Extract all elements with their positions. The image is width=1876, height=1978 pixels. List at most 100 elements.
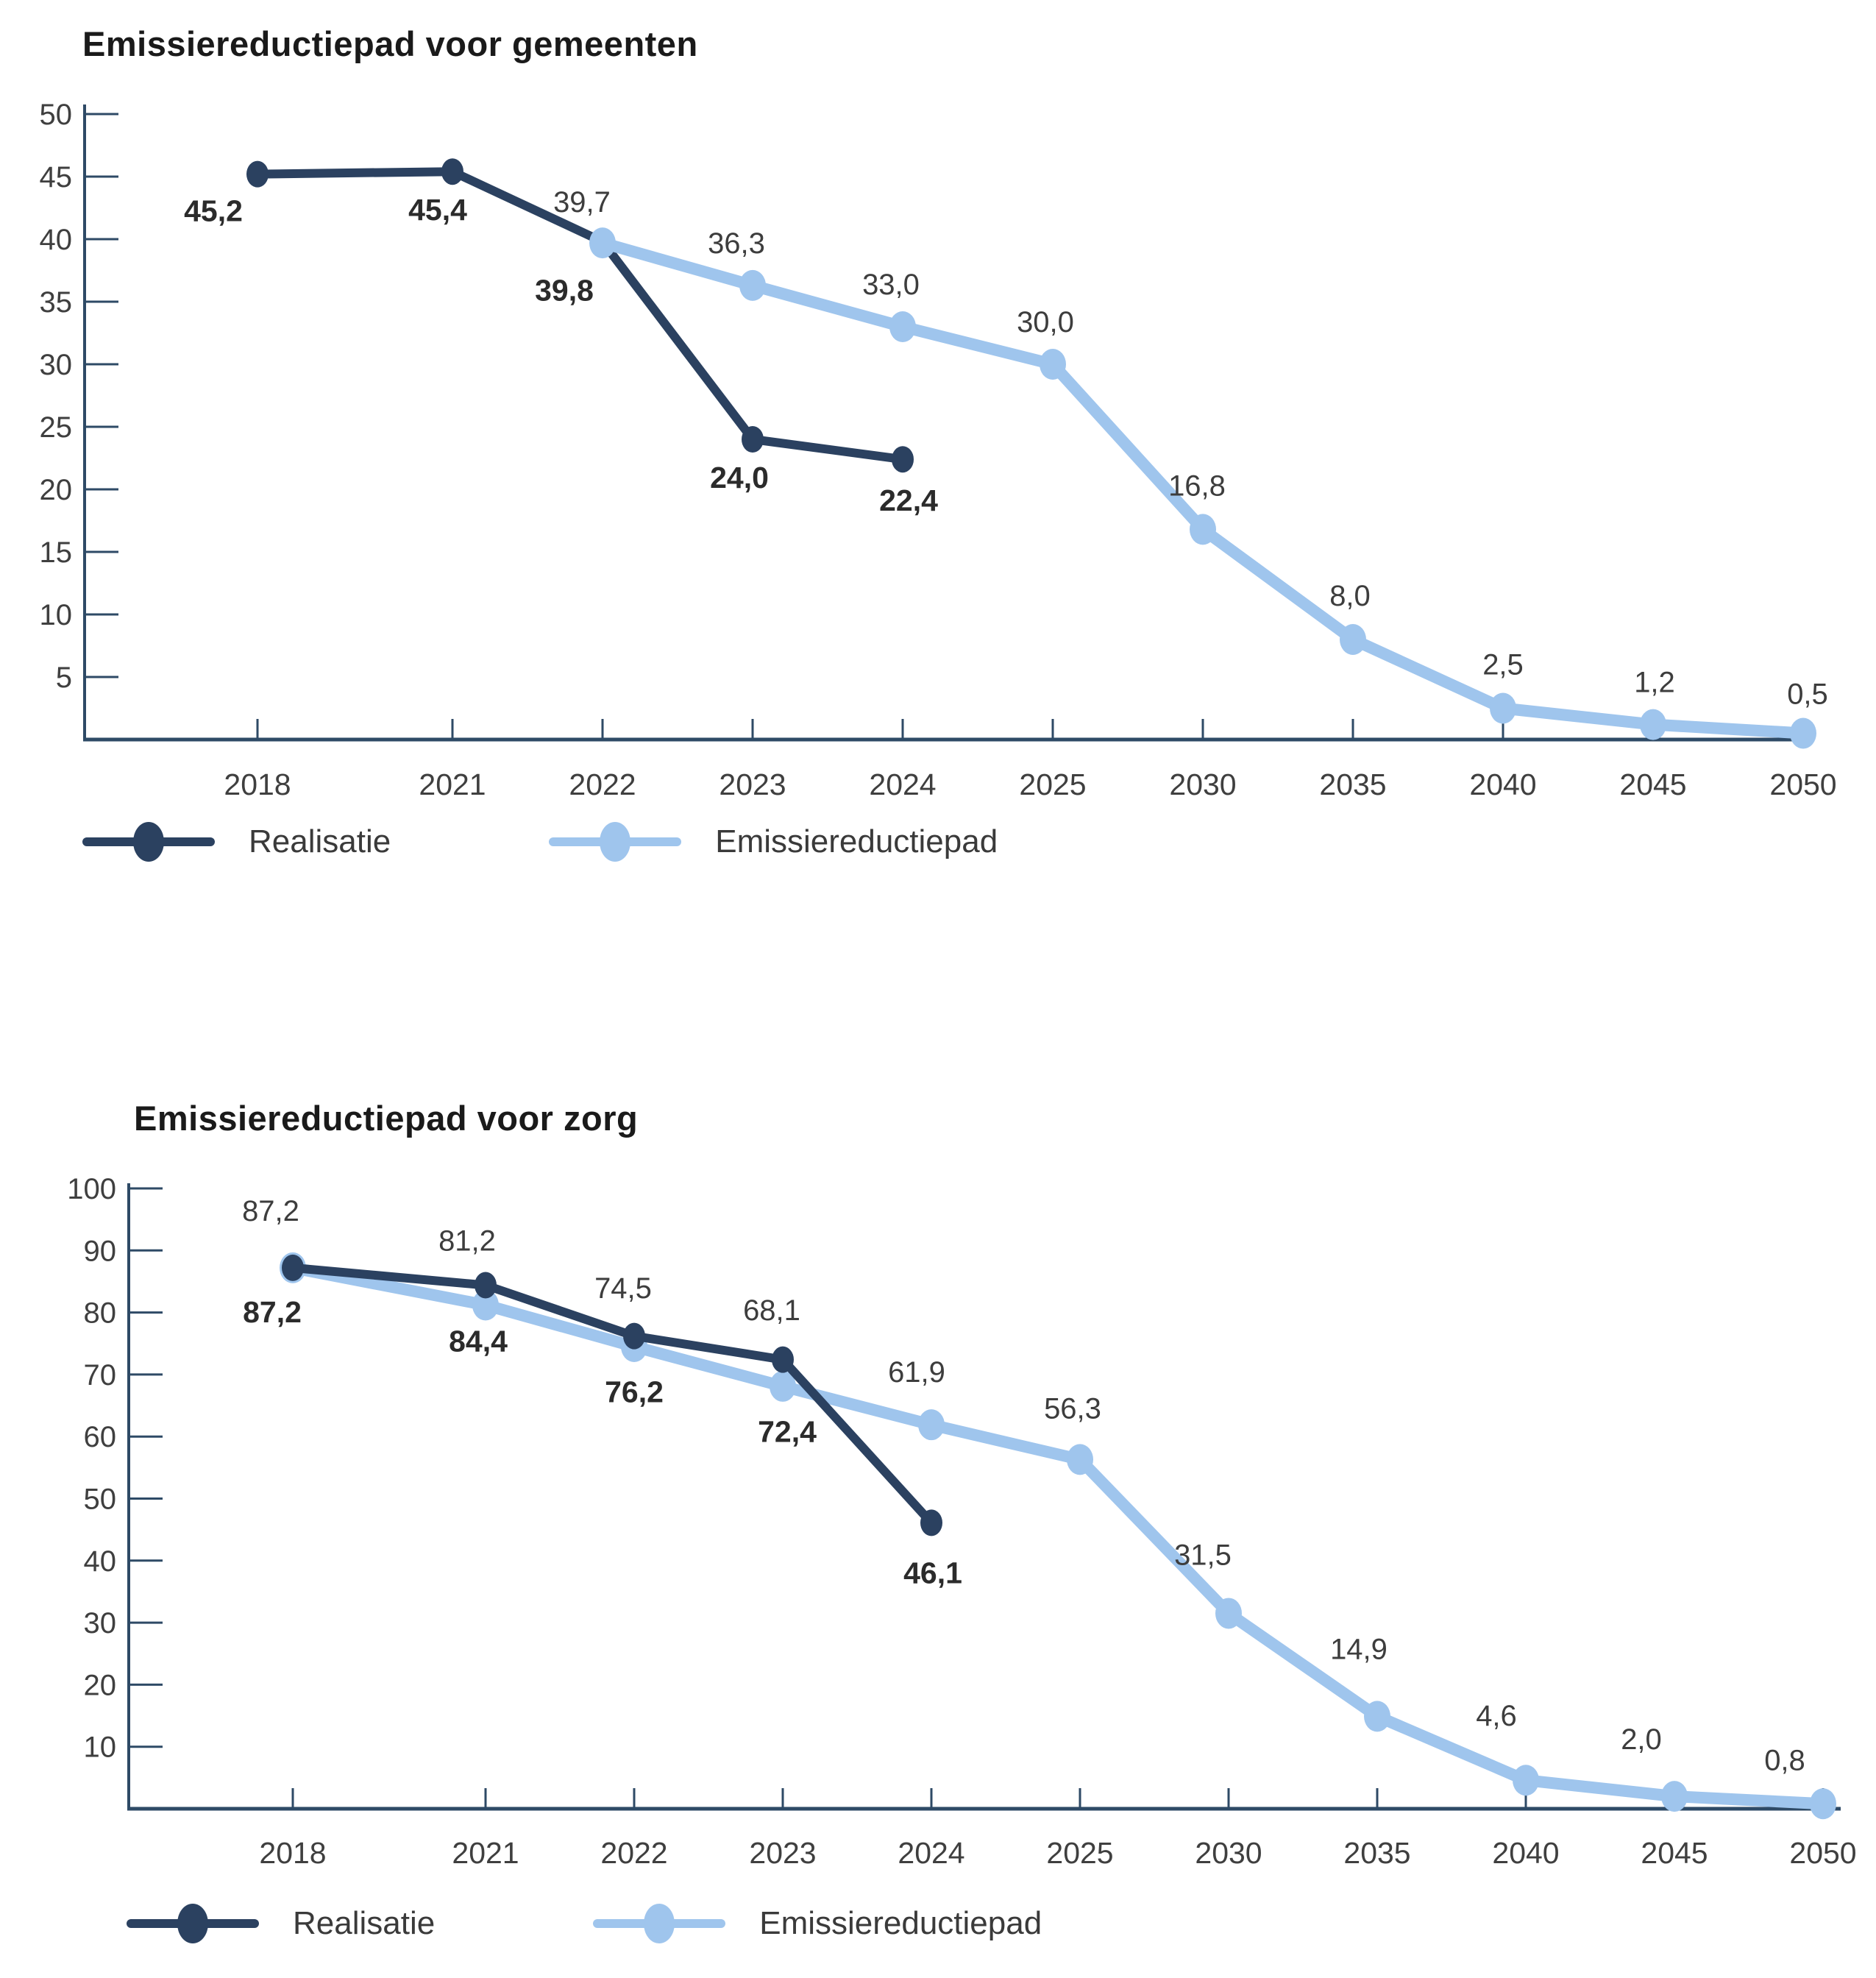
y-tick-label: 10 — [40, 599, 73, 631]
legend-swatch-emissiereductiepad-icon — [549, 821, 682, 862]
value-label-emissiereductiepad: 16,8 — [1168, 469, 1226, 502]
data-point-realisatie — [772, 1346, 794, 1373]
y-tick-label: 80 — [84, 1297, 117, 1330]
x-year-label: 2025 — [1019, 768, 1086, 801]
chart-title-zorg: Emissiereductiepad voor zorg — [134, 1099, 639, 1138]
x-year-label: 2045 — [1641, 1836, 1708, 1870]
y-tick-label: 20 — [40, 474, 73, 506]
value-label-realisatie: 24,0 — [710, 461, 769, 494]
data-point-emissiereductiepad — [918, 1409, 945, 1441]
value-label-emissiereductiepad: 81,2 — [438, 1224, 496, 1257]
legend-item-realisatie: Realisatie — [127, 1903, 435, 1944]
value-label-realisatie: 45,4 — [408, 193, 467, 227]
data-point-emissiereductiepad — [1040, 349, 1066, 380]
data-point-realisatie — [441, 158, 463, 185]
value-label-emissiereductiepad: 33,0 — [862, 269, 920, 301]
series-line-emissiereductiepad — [287, 1261, 1829, 1810]
x-year-label: 2030 — [1195, 1836, 1262, 1870]
data-point-emissiereductiepad — [770, 1370, 796, 1402]
legend-dot-icon — [644, 1904, 675, 1943]
x-year-label: 2040 — [1469, 768, 1536, 801]
y-tick-label: 50 — [40, 99, 73, 131]
legend-item-realisatie: Realisatie — [82, 821, 391, 862]
value-label-emissiereductiepad: 74,5 — [594, 1272, 652, 1305]
value-label-emissiereductiepad: 14,9 — [1330, 1633, 1388, 1665]
y-tick-label: 40 — [40, 224, 73, 256]
data-point-emissiereductiepad — [1364, 1701, 1390, 1732]
x-year-label: 2024 — [869, 768, 936, 801]
value-label-emissiereductiepad: 36,3 — [708, 227, 765, 260]
data-point-emissiereductiepad — [589, 227, 616, 259]
legend-swatch-emissiereductiepad-icon — [593, 1903, 726, 1944]
value-label-emissiereductiepad: 0,5 — [1787, 678, 1828, 711]
data-point-emissiereductiepad — [1790, 717, 1816, 749]
data-point-realisatie — [475, 1272, 497, 1299]
value-label-emissiereductiepad: 30,0 — [1017, 306, 1074, 338]
legend-gemeenten: Realisatie Emissiereductiepad — [82, 821, 1876, 862]
data-point-emissiereductiepad — [1067, 1444, 1093, 1475]
data-point-realisatie — [623, 1322, 645, 1350]
legend-label: Realisatie — [249, 823, 391, 859]
x-year-label: 2025 — [1046, 1836, 1113, 1870]
y-tick-label: 90 — [84, 1235, 117, 1267]
value-label-realisatie: 84,4 — [449, 1325, 508, 1358]
legend-label: Emissiereductiepad — [759, 1905, 1042, 1941]
data-point-emissiereductiepad — [1190, 514, 1216, 545]
y-tick-label: 100 — [67, 1173, 116, 1205]
chart-title-gemeenten: Emissiereductiepad voor gemeenten — [82, 24, 698, 63]
x-year-label: 2035 — [1343, 1836, 1410, 1870]
value-label-emissiereductiepad: 2,5 — [1482, 649, 1524, 681]
value-label-realisatie: 72,4 — [758, 1415, 817, 1449]
data-point-emissiereductiepad — [1661, 1781, 1688, 1812]
value-label-emissiereductiepad: 0,8 — [1764, 1744, 1805, 1776]
x-year-label: 2040 — [1492, 1836, 1559, 1870]
legend-label: Realisatie — [293, 1905, 436, 1941]
x-year-label: 2021 — [419, 768, 486, 801]
data-point-emissiereductiepad — [1513, 1765, 1539, 1796]
value-label-realisatie: 87,2 — [243, 1295, 302, 1329]
data-point-realisatie — [742, 426, 764, 453]
value-label-emissiereductiepad: 4,6 — [1476, 1700, 1517, 1732]
value-label-emissiereductiepad: 61,9 — [888, 1356, 945, 1389]
x-year-label: 2023 — [749, 1836, 816, 1870]
value-label-emissiereductiepad: 56,3 — [1044, 1392, 1101, 1425]
legend-zorg: Realisatie Emissiereductiepad — [127, 1903, 1876, 1944]
value-label-emissiereductiepad: 87,2 — [242, 1195, 299, 1227]
y-tick-label: 5 — [56, 662, 72, 694]
data-point-realisatie — [920, 1509, 942, 1536]
data-point-emissiereductiepad — [1215, 1598, 1242, 1629]
data-point-realisatie — [892, 446, 914, 473]
y-tick-label: 20 — [84, 1669, 117, 1701]
legend-item-emissiereductiepad: Emissiereductiepad — [593, 1903, 1042, 1944]
y-tick-label: 35 — [40, 286, 73, 319]
x-year-label: 2021 — [452, 1836, 519, 1870]
x-year-label: 2050 — [1769, 768, 1836, 801]
legend-dot-icon — [177, 1904, 208, 1943]
y-tick-label: 15 — [40, 536, 73, 569]
x-year-label: 2022 — [600, 1836, 667, 1870]
value-label-realisatie: 39,8 — [535, 273, 594, 307]
value-label-emissiereductiepad: 31,5 — [1174, 1539, 1232, 1571]
y-tick-label: 30 — [84, 1607, 117, 1640]
x-year-label: 2024 — [898, 1836, 964, 1870]
y-tick-label: 40 — [84, 1545, 117, 1578]
y-tick-label: 70 — [84, 1359, 117, 1392]
x-year-label: 2045 — [1619, 768, 1686, 801]
data-point-emissiereductiepad — [472, 1289, 499, 1321]
data-point-emissiereductiepad — [1490, 692, 1516, 724]
legend-swatch-realisatie-icon — [127, 1903, 259, 1944]
data-point-emissiereductiepad — [739, 269, 766, 301]
x-year-label: 2050 — [1789, 1836, 1856, 1870]
x-year-label: 2023 — [719, 768, 786, 801]
y-tick-label: 25 — [40, 411, 73, 444]
y-tick-label: 30 — [40, 349, 73, 381]
value-label-realisatie: 46,1 — [903, 1556, 962, 1589]
value-label-emissiereductiepad: 39,7 — [553, 186, 611, 219]
legend-dot-icon — [133, 822, 164, 862]
y-tick-label: 45 — [40, 161, 73, 194]
y-tick-label: 10 — [84, 1731, 117, 1764]
legend-label: Emissiereductiepad — [715, 823, 998, 859]
x-year-label: 2035 — [1319, 768, 1386, 801]
